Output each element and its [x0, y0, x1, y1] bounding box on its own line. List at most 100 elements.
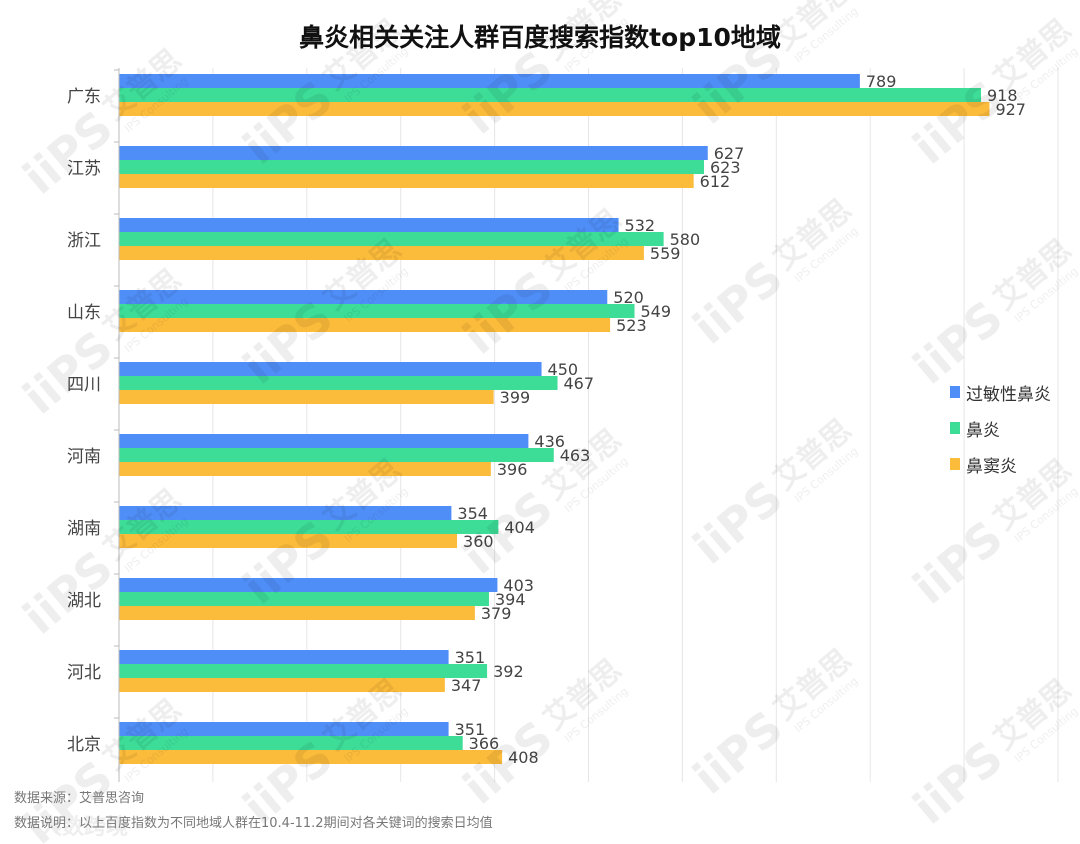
- category-label-河南: 河南: [67, 447, 101, 467]
- watermark-ips-text: iiPS: [453, 40, 563, 145]
- bar-四川-鼻窦炎: [119, 390, 494, 404]
- bar-河南-鼻窦炎: [119, 462, 491, 476]
- bar-山东-鼻炎: [119, 304, 635, 318]
- bar-湖南-鼻窦炎: [119, 534, 458, 548]
- data-label-山东-鼻窦炎: 523: [616, 316, 647, 335]
- bar-河北-过敏性鼻炎: [119, 650, 449, 664]
- bar-山东-鼻窦炎: [119, 318, 611, 332]
- data-label-广东-鼻窦炎: 927: [995, 100, 1026, 119]
- legend-item-鼻窦炎: 鼻窦炎: [950, 446, 1051, 482]
- data-description-note: 数据说明：以上百度指数为不同地域人群在10.4-11.2期间对各关键词的搜索日均…: [14, 816, 493, 831]
- data-label-湖北-鼻窦炎: 379: [481, 604, 512, 623]
- data-label-北京-鼻炎: 366: [469, 734, 500, 753]
- watermark-ips-text: iiPS: [453, 480, 563, 585]
- data-label-广东-过敏性鼻炎: 789: [866, 72, 897, 91]
- bar-广东-鼻炎: [119, 88, 982, 102]
- bar-江苏-鼻窦炎: [119, 174, 694, 188]
- legend-item-过敏性鼻炎: 过敏性鼻炎: [950, 374, 1051, 410]
- legend-swatch: [950, 458, 960, 470]
- legend-label: 过敏性鼻炎: [966, 384, 1051, 405]
- data-label-四川-鼻炎: 467: [564, 374, 595, 393]
- bar-浙江-鼻窦炎: [119, 246, 644, 260]
- data-label-河南-鼻炎: 463: [560, 446, 591, 465]
- data-label-北京-过敏性鼻炎: 351: [455, 720, 486, 739]
- bar-河南-鼻炎: [119, 448, 554, 462]
- legend: 过敏性鼻炎鼻炎鼻窦炎: [950, 374, 1051, 482]
- bar-四川-过敏性鼻炎: [119, 362, 542, 376]
- watermark-ips-text: iiPS: [453, 260, 563, 365]
- legend-label: 鼻窦炎: [966, 456, 1017, 477]
- data-label-湖南-过敏性鼻炎: 354: [457, 504, 488, 523]
- category-label-湖北: 湖北: [67, 591, 101, 611]
- watermark-ips-text: iiPS: [903, 510, 1013, 615]
- data-label-湖北-过敏性鼻炎: 403: [503, 576, 534, 595]
- watermark-ips-text: iiPS: [13, 540, 123, 645]
- chart-title: 鼻炎相关关注人群百度搜索指数top10地域: [299, 23, 781, 52]
- category-label-浙江: 浙江: [67, 231, 101, 251]
- legend-swatch: [950, 386, 960, 398]
- data-label-河南-过敏性鼻炎: 436: [534, 432, 565, 451]
- data-label-河南-鼻窦炎: 396: [497, 460, 528, 479]
- data-label-浙江-鼻窦炎: 559: [650, 244, 681, 263]
- bar-湖北-过敏性鼻炎: [119, 578, 498, 592]
- category-label-江苏: 江苏: [67, 159, 101, 179]
- bar-series: [119, 74, 990, 764]
- bar-湖南-过敏性鼻炎: [119, 506, 452, 520]
- bar-江苏-过敏性鼻炎: [119, 146, 708, 160]
- data-label-河北-鼻炎: 392: [493, 662, 524, 681]
- data-label-江苏-过敏性鼻炎: 627: [714, 144, 745, 163]
- bar-北京-鼻炎: [119, 736, 463, 750]
- data-label-河北-鼻窦炎: 347: [451, 676, 482, 695]
- data-label-四川-过敏性鼻炎: 450: [548, 360, 579, 379]
- bar-北京-过敏性鼻炎: [119, 722, 449, 736]
- data-label-湖北-鼻炎: 394: [495, 590, 526, 609]
- legend-item-鼻炎: 鼻炎: [950, 410, 1051, 446]
- bar-广东-鼻窦炎: [119, 102, 990, 116]
- data-label-湖南-鼻窦炎: 360: [463, 532, 494, 551]
- data-label-山东-过敏性鼻炎: 520: [613, 288, 644, 307]
- watermark-ips-text: iiPS: [13, 100, 123, 205]
- bar-广东-过敏性鼻炎: [119, 74, 860, 88]
- data-label-山东-鼻炎: 549: [641, 302, 672, 321]
- data-label-河北-过敏性鼻炎: 351: [455, 648, 486, 667]
- watermark-ips-text: iiPS: [903, 730, 1013, 835]
- data-label-北京-鼻窦炎: 408: [508, 748, 539, 767]
- y-axis: [114, 68, 120, 782]
- legend-label: 鼻炎: [966, 420, 1000, 441]
- bar-浙江-过敏性鼻炎: [119, 218, 619, 232]
- bar-河南-过敏性鼻炎: [119, 434, 529, 448]
- data-label-浙江-鼻炎: 580: [670, 230, 701, 249]
- category-label-四川: 四川: [67, 375, 101, 395]
- bar-湖北-鼻窦炎: [119, 606, 475, 620]
- data-labels: 7899189276276236125325805595205495234504…: [451, 72, 1026, 767]
- bar-河北-鼻炎: [119, 664, 488, 678]
- bar-河北-鼻窦炎: [119, 678, 445, 692]
- category-label-山东: 山东: [67, 303, 101, 323]
- watermark-ips-text: iiPS: [13, 320, 123, 425]
- platform-watermark: 大数跨境: [40, 814, 128, 840]
- data-label-浙江-过敏性鼻炎: 532: [625, 216, 656, 235]
- bar-浙江-鼻炎: [119, 232, 664, 246]
- legend-swatch: [950, 422, 960, 434]
- data-label-广东-鼻炎: 918: [987, 86, 1018, 105]
- bar-江苏-鼻炎: [119, 160, 704, 174]
- data-label-江苏-鼻窦炎: 612: [700, 172, 731, 191]
- category-label-北京: 北京: [67, 735, 101, 755]
- data-label-湖南-鼻炎: 404: [504, 518, 535, 537]
- data-source-note: 数据来源：艾普思咨询: [14, 791, 145, 806]
- category-label-湖南: 湖南: [67, 519, 101, 539]
- data-label-江苏-鼻炎: 623: [710, 158, 741, 177]
- category-label-河北: 河北: [67, 663, 101, 683]
- bar-山东-过敏性鼻炎: [119, 290, 608, 304]
- bar-湖北-鼻炎: [119, 592, 489, 606]
- bar-湖南-鼻炎: [119, 520, 499, 534]
